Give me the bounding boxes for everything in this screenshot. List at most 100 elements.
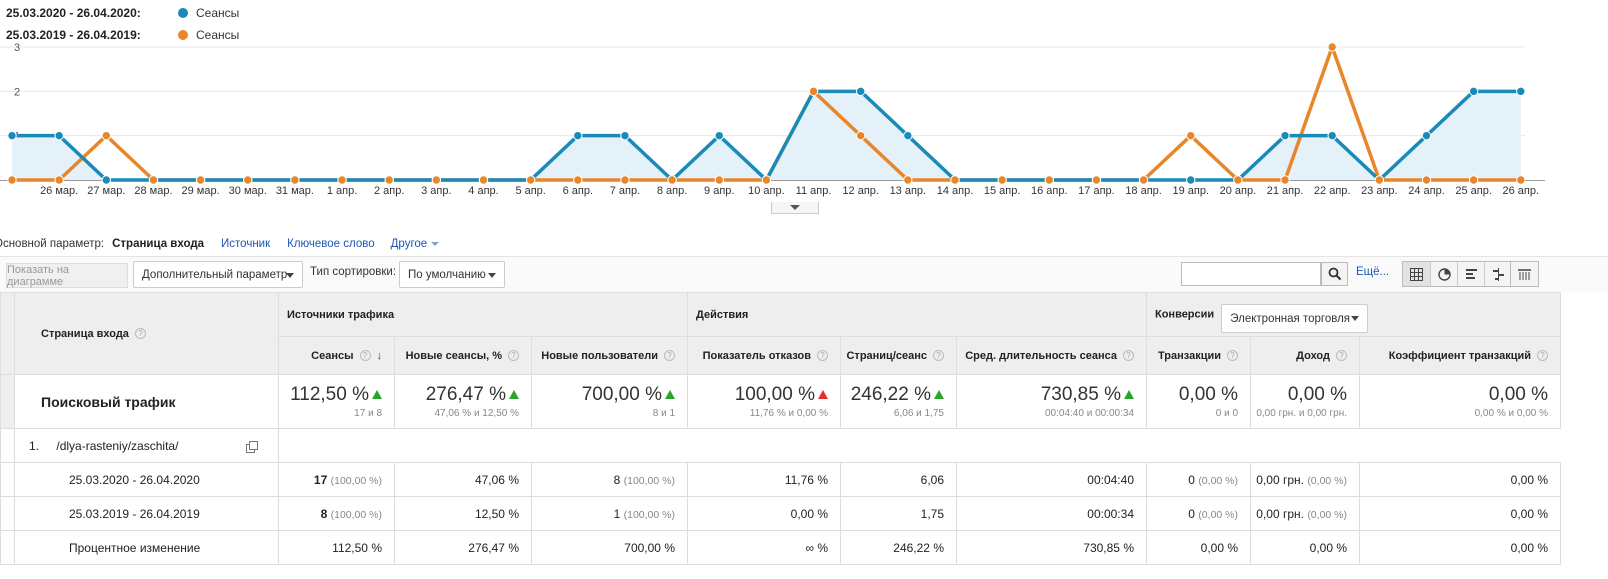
cell-bounce-rate: 0,00 %: [687, 496, 841, 531]
summary-detail: 0 и 0: [1215, 408, 1238, 419]
help-icon[interactable]: ?: [1227, 350, 1238, 362]
open-external-icon[interactable]: [246, 440, 258, 453]
view-switcher-pivot: [1510, 261, 1539, 287]
empty-cell: [394, 428, 1561, 463]
cell-sessions: 8 (100,00 %): [278, 496, 395, 531]
legend-dot-icon: [178, 30, 188, 40]
cell-bounce-rate: 11,76 %: [687, 462, 841, 497]
collapse-chart-button[interactable]: [771, 202, 819, 214]
legend-entry-previous[interactable]: 25.03.2019 - 26.04.2019: Сеансы: [6, 24, 239, 46]
help-icon[interactable]: ?: [1123, 350, 1134, 362]
view-comparison-button[interactable]: [1484, 262, 1511, 286]
cell-percent: (0,00 %): [1307, 474, 1347, 487]
primary-dimension-current: Страница входа: [112, 238, 205, 250]
arrow-up-red-icon: [818, 390, 828, 400]
x-tick-label: 26 апр.: [1503, 185, 1540, 197]
help-icon[interactable]: ?: [1336, 350, 1347, 362]
col-header-avg-duration[interactable]: Сред. длительность сеанса?: [956, 336, 1147, 375]
series-point-1: [7, 175, 17, 185]
cell-new-sessions: 47,06 %: [394, 462, 532, 497]
series-point-0: [1186, 175, 1196, 185]
cell-pages-per-session: 1,75: [840, 496, 957, 531]
arrow-up-icon: [372, 390, 382, 400]
cell-percent: (100,00 %): [330, 508, 382, 521]
x-tick-label: 11 апр.: [796, 185, 832, 197]
table-row-page: 1. /dlya-rasteniy/zaschita/: [0, 428, 1561, 463]
dimension-link-source[interactable]: Источник: [221, 238, 271, 250]
series-point-1: [1374, 175, 1385, 185]
view-pivot-button[interactable]: [1511, 262, 1538, 286]
summary-cell-new-users: 700,00 % 8 и 1: [531, 374, 688, 429]
summary-label: Поисковый трафик: [14, 374, 279, 429]
legend-entry-current[interactable]: 25.03.2020 - 26.04.2020: Сеансы: [6, 2, 239, 24]
view-table-button[interactable]: [1403, 262, 1430, 286]
group-conversions-header: Конверсии Электронная торговля: [1145, 292, 1562, 337]
col-header-transactions[interactable]: Транзакции?: [1146, 336, 1251, 375]
col-header-label: Транзакции: [1157, 349, 1221, 362]
cell-conversion-rate: 0,00 %: [1358, 462, 1562, 497]
table-search-input[interactable]: [1181, 262, 1321, 286]
col-header-sessions[interactable]: Сеансы? ↓: [278, 336, 395, 375]
sort-type-select[interactable]: По умолчанию: [399, 261, 505, 288]
help-icon[interactable]: ?: [664, 350, 675, 362]
y-tick-label: 3: [14, 42, 20, 54]
conversion-type-select[interactable]: Электронная торговля: [1221, 304, 1369, 333]
cell-avg-duration: 00:04:40: [956, 462, 1147, 497]
sessions-line-chart[interactable]: 12326 мар.27 мар.28 мар.29 мар.30 мар.31…: [0, 40, 1608, 215]
series-point-1: [997, 175, 1007, 185]
view-performance-button[interactable]: [1457, 262, 1484, 286]
help-icon[interactable]: ?: [817, 350, 828, 362]
series-point-1: [431, 175, 442, 185]
series-point-0: [903, 130, 913, 141]
help-icon[interactable]: ?: [933, 350, 944, 362]
dimension-link-keyword[interactable]: Ключевое слово: [287, 238, 375, 250]
x-tick-label: 4 апр.: [468, 185, 498, 197]
help-icon[interactable]: ?: [1537, 350, 1549, 362]
view-pie-button[interactable]: [1430, 262, 1457, 286]
series-point-1: [290, 175, 300, 185]
caret-down-icon: [286, 273, 294, 278]
help-icon[interactable]: ?: [134, 328, 146, 340]
col-header-new-users[interactable]: Новые пользователи?: [531, 336, 688, 375]
cell-percent: (0,00 %): [1198, 508, 1238, 521]
summary-cell-bounce-rate: 100,00 % 11,76 % и 0,00 %: [687, 374, 841, 429]
page-link[interactable]: /dlya-rasteniy/zaschita/: [56, 438, 179, 453]
series-point-1: [101, 130, 112, 141]
table-toolbar: Показать на диаграмме Дополнительный пар…: [0, 256, 1608, 292]
plot-rows-button[interactable]: Показать на диаграмме: [6, 263, 128, 288]
col-header-pages-per-session[interactable]: Страниц/сеанс?: [840, 336, 957, 375]
x-tick-label: 31 мар.: [276, 185, 314, 197]
series-point-0: [1468, 86, 1479, 97]
select-all-column: [0, 292, 15, 375]
col-header-label: Новые сеансы, %: [405, 349, 502, 362]
series-point-0: [856, 86, 866, 97]
help-icon[interactable]: ?: [359, 350, 371, 362]
summary-cell-revenue: 0,00 % 0,00 грн. и 0,00 грн.: [1250, 374, 1360, 429]
y-tick-label: 2: [14, 86, 20, 98]
summary-row: Поисковый трафик 112,50 % 17 и 8 276,47 %…: [0, 374, 1562, 429]
secondary-dimension-select[interactable]: Дополнительный параметр: [133, 261, 303, 288]
cell-value: 8: [613, 472, 621, 487]
col-header-new-sessions[interactable]: Новые сеансы, %?: [394, 336, 532, 375]
series-point-0: [620, 130, 630, 141]
legend-dot-icon: [178, 8, 188, 18]
x-tick-label: 20 апр.: [1220, 185, 1257, 197]
series-point-1: [620, 175, 630, 185]
x-tick-label: 10 апр.: [748, 185, 785, 197]
dimension-other-dropdown[interactable]: Другое: [391, 238, 440, 250]
search-button[interactable]: [1321, 262, 1348, 286]
advanced-filter-link[interactable]: Ещё...: [1356, 266, 1390, 278]
col-header-conversion-rate[interactable]: Коэффициент транзакций?: [1358, 336, 1562, 375]
row-spacer: [0, 462, 15, 497]
dimension-header[interactable]: Страница входа?: [14, 292, 279, 375]
col-header-bounce-rate[interactable]: Показатель отказов?: [687, 336, 841, 375]
x-tick-label: 29 мар.: [182, 185, 220, 197]
col-header-label: Показатель отказов: [702, 349, 811, 362]
col-header-revenue[interactable]: Доход?: [1250, 336, 1360, 375]
series-point-1: [1233, 175, 1243, 185]
summary-check-cell: [0, 374, 15, 429]
row-checkbox[interactable]: [0, 428, 15, 463]
help-icon[interactable]: ?: [508, 350, 519, 362]
col-header-label: Сред. длительность сеанса: [965, 349, 1117, 362]
dimension-header-label: Страница входа: [41, 327, 129, 340]
